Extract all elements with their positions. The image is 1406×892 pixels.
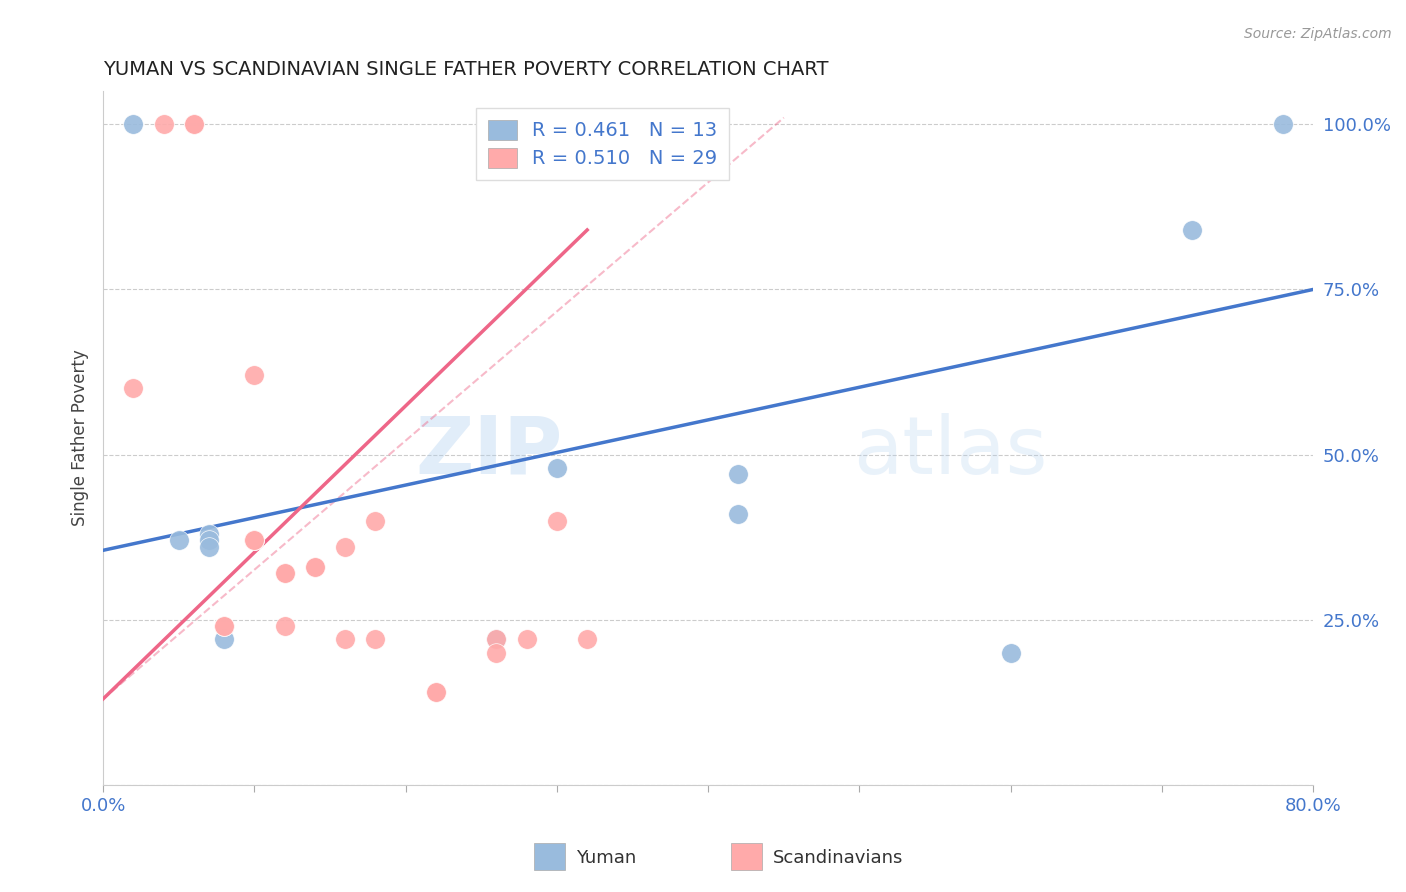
Point	[167, 533, 190, 548]
Text: Source: ZipAtlas.com: Source: ZipAtlas.com	[1244, 27, 1392, 41]
Point	[727, 467, 749, 482]
Point	[198, 526, 221, 541]
Point	[304, 559, 326, 574]
Point	[183, 117, 205, 131]
Text: Yuman: Yuman	[576, 849, 637, 867]
Point	[1000, 646, 1022, 660]
Point	[425, 685, 447, 699]
Point	[212, 619, 235, 633]
Point	[198, 533, 221, 548]
Point	[198, 540, 221, 554]
Point	[546, 460, 568, 475]
Point	[212, 619, 235, 633]
Point	[243, 368, 266, 383]
Point	[273, 619, 295, 633]
Point	[243, 533, 266, 548]
Point	[273, 566, 295, 581]
Text: atlas: atlas	[853, 413, 1047, 491]
Point	[1272, 117, 1295, 131]
Point	[485, 646, 508, 660]
Point	[212, 619, 235, 633]
Point	[122, 382, 145, 396]
Point	[576, 632, 599, 647]
Point	[304, 559, 326, 574]
Text: YUMAN VS SCANDINAVIAN SINGLE FATHER POVERTY CORRELATION CHART: YUMAN VS SCANDINAVIAN SINGLE FATHER POVE…	[103, 60, 828, 78]
Point	[122, 117, 145, 131]
Point	[546, 514, 568, 528]
Point	[243, 533, 266, 548]
Text: ZIP: ZIP	[416, 413, 562, 491]
Point	[183, 117, 205, 131]
Point	[485, 632, 508, 647]
Point	[1181, 223, 1204, 237]
Point	[273, 566, 295, 581]
Point	[485, 632, 508, 647]
Point	[243, 533, 266, 548]
Y-axis label: Single Father Poverty: Single Father Poverty	[72, 350, 89, 526]
Point	[425, 685, 447, 699]
Point	[333, 632, 356, 647]
Point	[364, 632, 387, 647]
Point	[243, 533, 266, 548]
Point	[333, 540, 356, 554]
Point	[212, 632, 235, 647]
Point	[152, 117, 174, 131]
Point	[364, 514, 387, 528]
Point	[516, 632, 538, 647]
Point	[183, 117, 205, 131]
Point	[727, 507, 749, 521]
Text: Scandinavians: Scandinavians	[773, 849, 904, 867]
Legend: R = 0.461   N = 13, R = 0.510   N = 29: R = 0.461 N = 13, R = 0.510 N = 29	[475, 108, 730, 180]
